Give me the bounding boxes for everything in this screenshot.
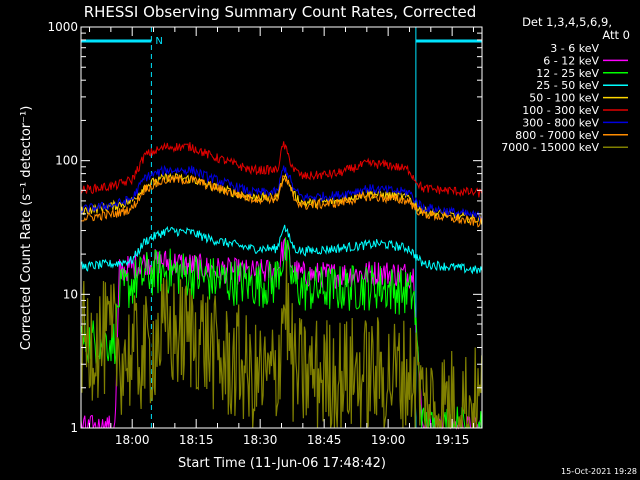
- axes: 1 10 100 1000 18:00 18:15 18:30 18:45 19:00 19:15: [47, 20, 482, 447]
- legend-label: 25 - 50 keV: [536, 79, 599, 92]
- legend-label: 300 - 800 keV: [522, 116, 599, 129]
- series-800-7000-kev-line: [80, 174, 483, 228]
- detector-note-line2: Att 0: [602, 28, 630, 42]
- x-axis-label: Start Time (11-Jun-06 17:48:42): [178, 456, 386, 471]
- legend-label: 800 - 7000 keV: [515, 129, 599, 142]
- x-tick-label: 18:30: [243, 433, 278, 447]
- x-tick-label: 19:15: [435, 433, 470, 447]
- detector-note-line1: Det 1,3,4,5,6,9,: [522, 15, 612, 29]
- y-tick-label: 10: [63, 287, 78, 301]
- series-7000-15000-kev-line: [80, 260, 483, 429]
- x-tick-label: 18:00: [115, 433, 150, 447]
- x-tick-label: 19:00: [371, 433, 406, 447]
- series-25-50-kev-line: [80, 224, 483, 275]
- legend-label: 100 - 300 keV: [522, 104, 599, 117]
- series-100-300-kev-line: [80, 141, 483, 198]
- footer-date: 15-Oct-2021 19:28: [561, 467, 637, 476]
- y-tick-label: 1: [70, 421, 78, 435]
- y-axis-label: Corrected Count Rate (s⁻¹ detector⁻¹): [19, 106, 34, 351]
- legend-label: 6 - 12 keV: [543, 54, 599, 67]
- series-300-800-kev-line: [80, 164, 483, 222]
- series-12-25-kev-line: [80, 237, 483, 429]
- legend-label: 50 - 100 keV: [529, 92, 599, 105]
- y-tick-label: 1000: [47, 20, 78, 34]
- night-label: N: [155, 36, 162, 47]
- x-tick-label: 18:45: [307, 433, 342, 447]
- y-tick-label: 100: [55, 154, 78, 168]
- chart-title: RHESSI Observing Summary Count Rates, Co…: [84, 3, 477, 21]
- data-series: [80, 141, 483, 430]
- legend-label: 3 - 6 keV: [550, 42, 599, 55]
- legend-label: 7000 - 15000 keV: [501, 141, 599, 154]
- legend-label: 12 - 25 keV: [536, 67, 599, 80]
- x-tick-label: 18:15: [179, 433, 214, 447]
